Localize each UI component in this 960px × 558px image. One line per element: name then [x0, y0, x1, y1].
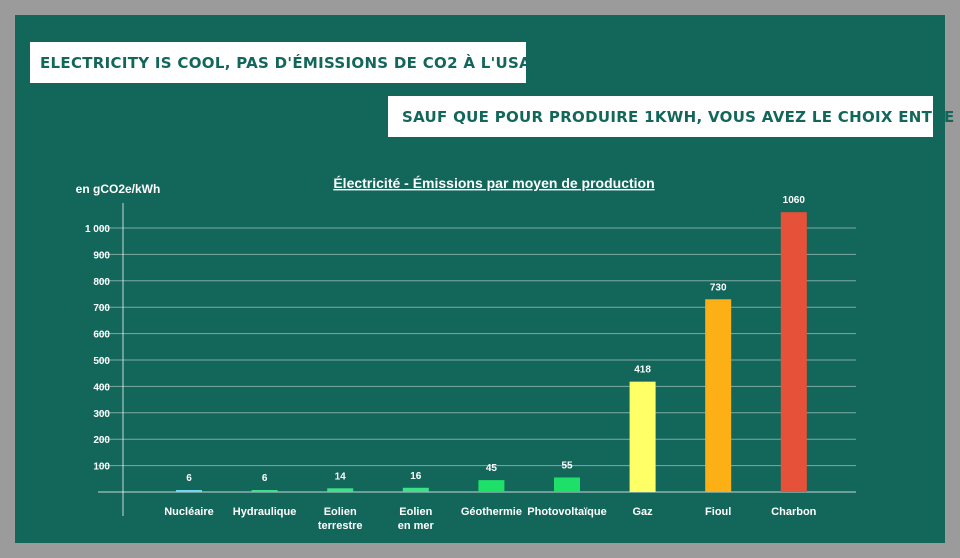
data-label: 730 [710, 282, 727, 293]
x-category-label: Eolien [324, 506, 357, 518]
x-category-label: Photovoltaïque [527, 506, 606, 518]
x-category-label: en mer [398, 520, 435, 532]
y-axis-title: en gCO2e/kWh [76, 182, 161, 196]
bar [478, 480, 505, 492]
x-category-label: Gaz [633, 506, 654, 518]
y-tick-label: 600 [93, 330, 110, 341]
bar [402, 487, 429, 492]
y-tick-label: 500 [93, 356, 110, 367]
x-category-label: Hydraulique [233, 506, 297, 518]
data-label: 6 [186, 473, 192, 484]
bar [629, 381, 656, 492]
bar [780, 212, 807, 492]
headline-box-production: Sauf que pour produire 1kWh, vous avez l… [388, 96, 960, 137]
headline-text-electricity: Electricity is cool, pas d'émissions de … [40, 53, 573, 72]
bar [327, 488, 354, 492]
data-label: 418 [634, 365, 651, 376]
y-tick-label: 300 [93, 409, 110, 420]
chart-title: Électricité - Émissions par moyen de pro… [333, 175, 654, 191]
bar [251, 490, 278, 492]
bar [705, 299, 732, 492]
headline-box-electricity: Electricity is cool, pas d'émissions de … [30, 42, 572, 83]
x-category-label: Fioul [705, 506, 731, 518]
data-label: 14 [335, 471, 347, 482]
y-tick-label: 200 [93, 435, 110, 446]
x-category-label: Charbon [771, 506, 817, 518]
data-label: 1060 [783, 195, 806, 206]
y-tick-label: 100 [93, 462, 110, 473]
y-tick-label: 1 000 [85, 224, 110, 235]
data-label: 55 [561, 460, 573, 471]
x-category-label: terrestre [318, 520, 363, 532]
data-label: 45 [486, 463, 498, 474]
y-tick-label: 700 [93, 303, 110, 314]
y-tick-label: 400 [93, 382, 110, 393]
x-category-label: Géothermie [461, 506, 522, 518]
y-tick-label: 800 [93, 277, 110, 288]
headline-text-production: Sauf que pour produire 1kWh, vous avez l… [402, 107, 960, 126]
data-label: 6 [262, 473, 268, 484]
y-tick-label: 900 [93, 250, 110, 261]
x-category-label: Nucléaire [164, 506, 214, 518]
x-category-label: Eolien [399, 506, 432, 518]
data-label: 16 [410, 471, 422, 482]
bar [554, 477, 580, 492]
bar [176, 490, 202, 492]
